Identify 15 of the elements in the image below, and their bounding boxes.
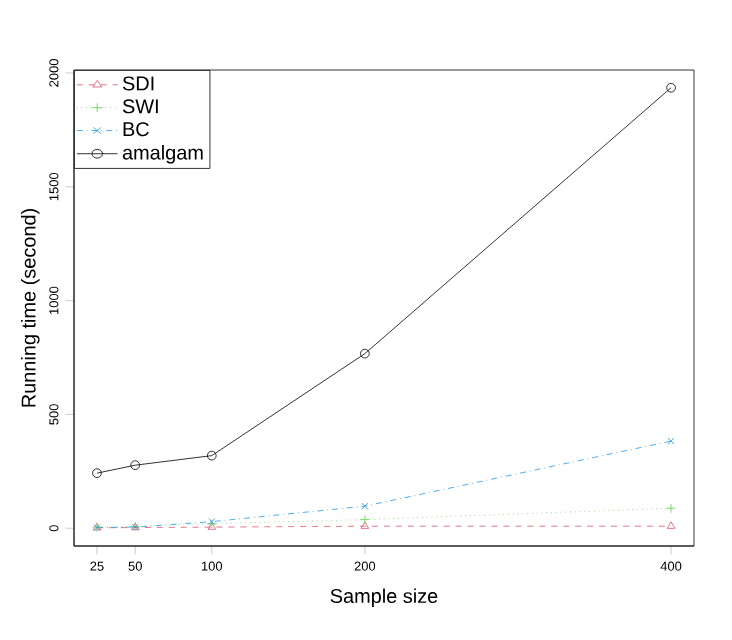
point	[667, 437, 675, 445]
legend-label: amalgam	[122, 145, 203, 164]
legend-label: SWI	[122, 99, 158, 114]
point	[361, 502, 369, 510]
point	[130, 460, 141, 470]
point	[666, 521, 676, 529]
point	[360, 514, 370, 525]
point	[360, 348, 370, 359]
legend-label: SDI	[122, 76, 154, 91]
y-axis-title: Running time (second)	[21, 209, 40, 407]
legend-label: BC	[123, 122, 149, 137]
point	[360, 521, 370, 529]
point	[207, 450, 217, 461]
point	[666, 503, 676, 513]
x-axis-title: Sample size	[330, 588, 438, 607]
